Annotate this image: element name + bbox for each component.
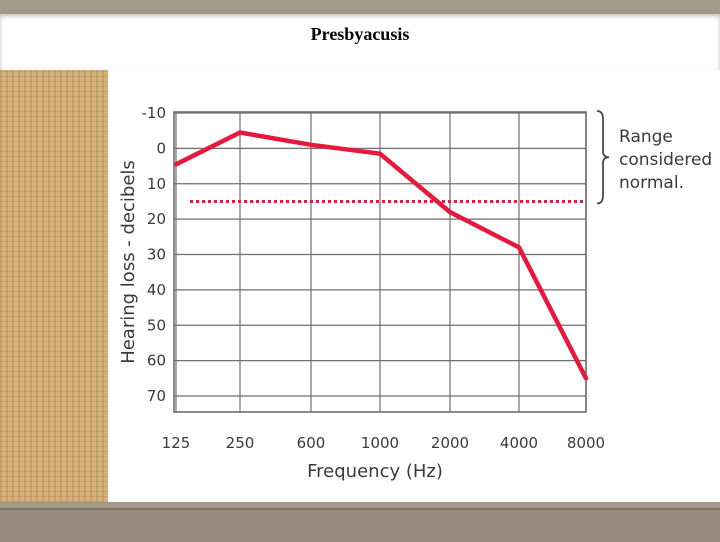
series-line bbox=[176, 133, 586, 379]
y-tick-label: 60 bbox=[147, 352, 166, 370]
bracket-shape bbox=[597, 111, 609, 203]
normal-range-label-line-2: considered bbox=[619, 150, 712, 170]
normal-range-label-line-3: normal. bbox=[619, 173, 684, 193]
x-tick-label: 250 bbox=[226, 434, 255, 452]
y-tick-label: 20 bbox=[147, 210, 166, 228]
normal-range-label-line-1: Range bbox=[619, 127, 673, 147]
x-tick-label: 8000 bbox=[567, 434, 605, 452]
x-tick-label: 1000 bbox=[361, 434, 399, 452]
x-tick-label: 2000 bbox=[431, 434, 469, 452]
y-tick-label: 10 bbox=[147, 175, 166, 193]
y-tick-label: -10 bbox=[142, 104, 167, 122]
x-tick-label: 600 bbox=[297, 434, 326, 452]
x-tick-label: 4000 bbox=[500, 434, 538, 452]
y-axis-label: Hearing loss - decibels bbox=[118, 160, 139, 364]
y-tick-label: 50 bbox=[147, 316, 166, 334]
y-tick-label: 0 bbox=[156, 139, 166, 157]
hearing-loss-series bbox=[176, 132, 586, 378]
x-tick-label: 125 bbox=[162, 434, 191, 452]
x-axis-label: Frequency (Hz) bbox=[307, 461, 443, 482]
y-tick-label: 30 bbox=[147, 246, 166, 264]
x-axis-ticks: 125 250 600 1000 2000 4000 8000 bbox=[162, 434, 605, 452]
y-axis-ticks: -10 0 10 20 30 40 50 60 70 bbox=[142, 104, 167, 405]
y-tick-label: 40 bbox=[147, 281, 166, 299]
y-tick-label: 70 bbox=[147, 387, 166, 405]
normal-range-bracket bbox=[597, 111, 609, 203]
